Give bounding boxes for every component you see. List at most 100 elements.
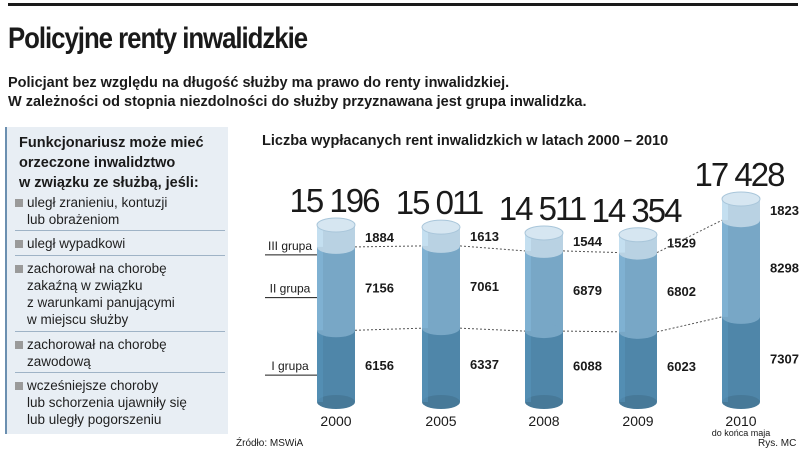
bar-segment: [525, 250, 563, 332]
bar-top-cap: [524, 225, 564, 241]
condition-text: wcześniejsze choroby: [27, 378, 159, 393]
bullet-square-icon: [15, 341, 23, 349]
boundary-connector: [459, 245, 526, 252]
bar-segment-base: [722, 213, 760, 228]
condition-text: uległ zranieniu, kontuzji: [27, 195, 168, 210]
x-tick-label: 2010: [725, 413, 756, 429]
bar-segment-base: [619, 395, 657, 409]
bullet-square-icon: [15, 240, 23, 248]
bar-value-label: 1613: [470, 229, 499, 244]
bar-top-cap: [421, 219, 461, 235]
bar-segment-base: [525, 324, 563, 339]
bar-segment: [317, 330, 355, 402]
bar-segment-highlight: [317, 330, 323, 402]
condition-divider: [15, 255, 225, 256]
bar-top-cap: [618, 227, 658, 243]
bar-value-label: 1884: [365, 230, 395, 245]
bullet-square-icon: [15, 199, 23, 207]
bar-segment: [722, 220, 760, 317]
bullet-square-icon: [15, 265, 23, 273]
bar-segment: [619, 252, 657, 332]
panel-title-line: Funkcjonariusz może mieć: [19, 135, 204, 151]
condition-text: z warunkami panującymi: [27, 295, 175, 310]
bar-total-label: 17 428: [695, 156, 785, 193]
page-title: Policyjne renty inwalidzkie: [8, 22, 308, 55]
bar-top-cap: [316, 217, 356, 233]
bar-segment-highlight: [317, 224, 323, 247]
credit-note: Rys. MC: [758, 438, 797, 449]
panel-title-line: orzeczone inwalidztwo: [19, 155, 176, 171]
condition-text: lub obrażeniom: [27, 212, 120, 227]
bar-segment-base: [422, 321, 460, 336]
bar-segment-highlight: [422, 328, 428, 402]
bar-segment-base: [422, 238, 460, 253]
bar-segment-base: [525, 395, 563, 409]
condition-item: uległ zranieniu, kontuzji lub obrażeniom: [15, 194, 237, 228]
bar-segment-highlight: [722, 198, 728, 221]
bar-segment-base: [525, 243, 563, 258]
bar-segment-highlight: [619, 252, 625, 332]
bar-value-label: 6023: [667, 359, 696, 374]
lead-text: Policjant bez względu na długość służby …: [8, 74, 587, 112]
condition-text: lub schorzenia ujawniły się: [27, 395, 187, 410]
x-tick-note: do końca maja: [712, 428, 771, 438]
top-rule: [8, 3, 798, 6]
condition-text: zachorował na chorobę: [27, 337, 167, 352]
condition-item: zachorował na chorobę zawodową: [15, 336, 237, 370]
condition-text: uległ wypadkowi: [27, 236, 126, 251]
bar-total-label: 15 196: [290, 182, 380, 219]
bar-value-label: 6802: [667, 284, 696, 299]
bar-segment: [317, 246, 355, 331]
condition-divider: [15, 372, 225, 373]
bar-total-label: 14 511: [499, 190, 586, 227]
panel-title: Funkcjonariusz może mieć orzeczone inwal…: [19, 133, 229, 193]
bar-segment-highlight: [722, 316, 728, 402]
boundary-connector: [459, 327, 526, 332]
x-tick-label: 2009: [622, 413, 653, 429]
condition-divider: [15, 230, 225, 231]
bar-segment: [422, 245, 460, 329]
lead-line: W zależności od stopnia niezdolności do …: [8, 94, 587, 110]
bar-value-label: 1544: [573, 234, 603, 249]
bar-segment-highlight: [619, 234, 625, 253]
boundary-connector: [354, 245, 423, 248]
bar-value-label: 7156: [365, 281, 394, 296]
legend-label: I grupa: [271, 359, 309, 373]
bar-segment-highlight: [525, 331, 531, 402]
chart-title: Liczba wypłacanych rent inwalidzkich w l…: [262, 133, 669, 149]
panel-title-line: w związku ze służbą, jeśli:: [19, 175, 199, 191]
bar-segment-base: [722, 395, 760, 409]
condition-item: wcześniejsze choroby lub schorzenia ujawn…: [15, 377, 237, 428]
condition-item: zachorował na chorobę zakaźną w związku z …: [15, 260, 237, 328]
boundary-connector: [354, 327, 423, 331]
bar-value-label: 6156: [365, 358, 394, 373]
legend-label: II grupa: [270, 282, 311, 296]
bar-segment-highlight: [317, 246, 323, 331]
bar-segment-highlight: [422, 227, 428, 246]
condition-text: lub uległy pogorszeniu: [27, 412, 162, 427]
bar-segment-highlight: [722, 220, 728, 317]
condition-text: zachorował na chorobę: [27, 261, 167, 276]
bar-segment-base: [722, 309, 760, 324]
bullet-square-icon: [15, 382, 23, 390]
bar-value-label: 1529: [667, 236, 696, 251]
bar-segment-base: [317, 395, 355, 409]
bar-value-label: 6337: [470, 357, 499, 372]
bar-segment-highlight: [525, 250, 531, 332]
bar-value-label: 7307: [770, 351, 799, 366]
boundary-connector: [562, 250, 620, 254]
legend-label: III grupa: [268, 239, 312, 253]
bar-value-label: 1823: [770, 203, 799, 218]
bar-value-label: 6088: [573, 359, 602, 374]
bar-total-label: 14 354: [592, 192, 683, 229]
bar-top-cap: [721, 191, 761, 207]
condition-text: zawodową: [27, 354, 91, 369]
bar-segment-base: [619, 245, 657, 260]
source-note: Źródło: MSWiA: [236, 438, 304, 449]
bar-value-label: 8298: [770, 261, 799, 276]
bar-segment-base: [317, 239, 355, 254]
bar-segment-highlight: [619, 331, 625, 402]
bar-segment-highlight: [422, 245, 428, 329]
x-tick-label: 2000: [320, 413, 351, 429]
